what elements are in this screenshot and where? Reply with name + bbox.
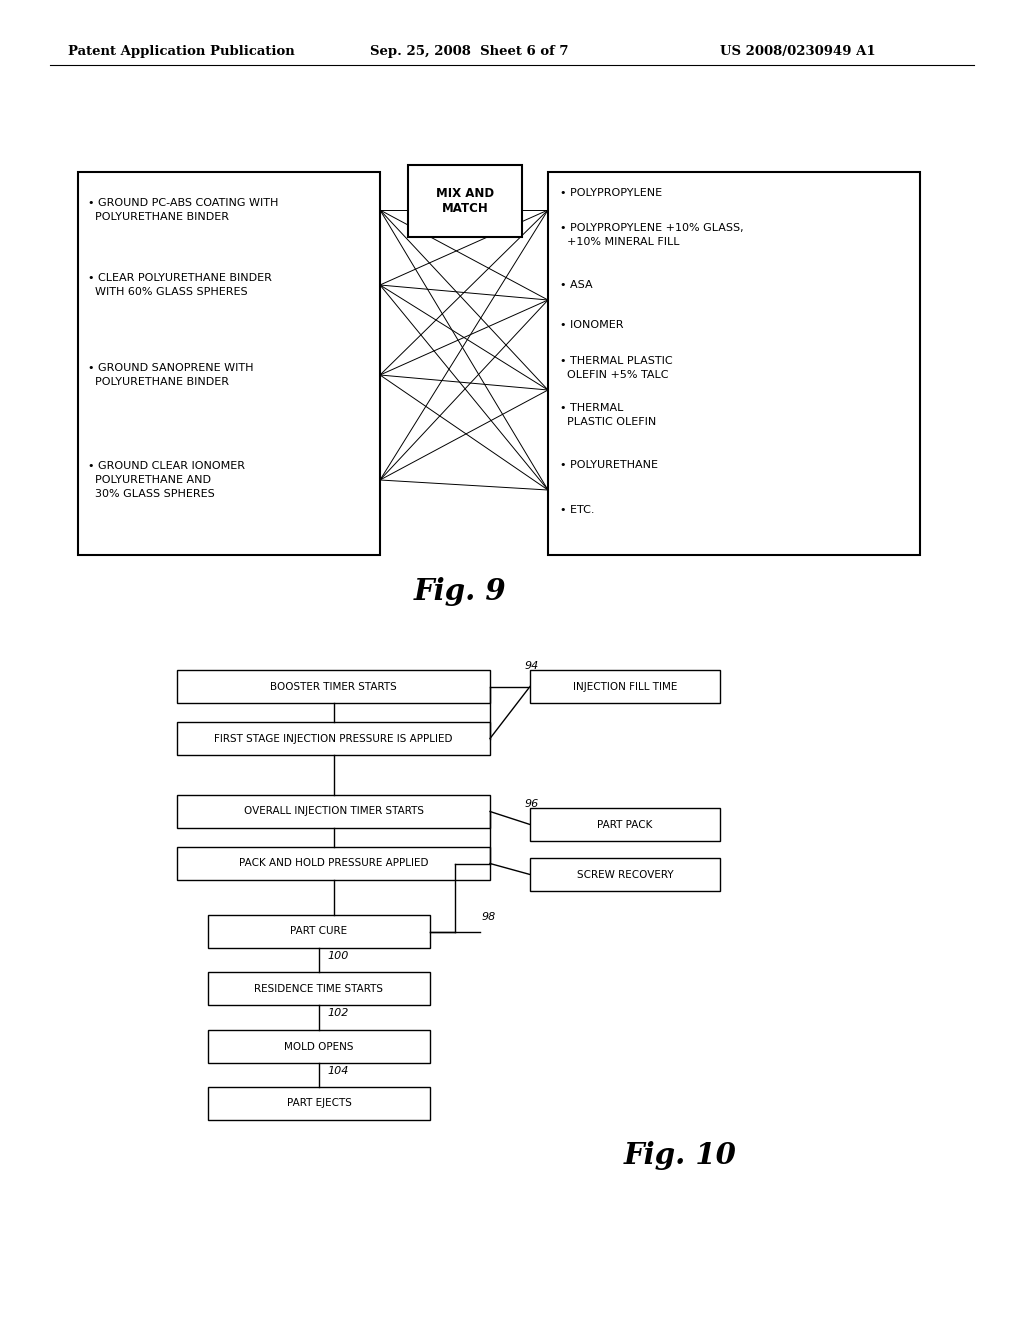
Text: US 2008/0230949 A1: US 2008/0230949 A1: [720, 45, 876, 58]
Text: 94: 94: [525, 661, 540, 671]
Text: • POLYPROPYLENE +10% GLASS,
  +10% MINERAL FILL: • POLYPROPYLENE +10% GLASS, +10% MINERAL…: [560, 223, 743, 247]
Text: • ASA: • ASA: [560, 280, 593, 290]
Text: • GROUND PC-ABS COATING WITH
  POLYURETHANE BINDER: • GROUND PC-ABS COATING WITH POLYURETHAN…: [88, 198, 279, 222]
Bar: [530, 858, 720, 891]
Text: MIX AND
MATCH: MIX AND MATCH: [436, 187, 494, 215]
Bar: [78, 172, 380, 554]
Text: • CLEAR POLYURETHANE BINDER
  WITH 60% GLASS SPHERES: • CLEAR POLYURETHANE BINDER WITH 60% GLA…: [88, 273, 272, 297]
Text: PACK AND HOLD PRESSURE APPLIED: PACK AND HOLD PRESSURE APPLIED: [239, 858, 428, 869]
Text: PART CURE: PART CURE: [291, 927, 347, 936]
Text: • ETC.: • ETC.: [560, 506, 595, 515]
Bar: [208, 1086, 430, 1119]
Text: PART EJECTS: PART EJECTS: [287, 1098, 351, 1109]
Bar: [177, 671, 490, 704]
Text: Patent Application Publication: Patent Application Publication: [68, 45, 295, 58]
Text: Fig. 9: Fig. 9: [414, 578, 506, 606]
Text: 104: 104: [327, 1067, 348, 1076]
Text: • GROUND CLEAR IONOMER
  POLYURETHANE AND
  30% GLASS SPHERES: • GROUND CLEAR IONOMER POLYURETHANE AND …: [88, 461, 245, 499]
Text: Fig. 10: Fig. 10: [624, 1140, 736, 1170]
Text: • POLYPROPYLENE: • POLYPROPYLENE: [560, 187, 663, 198]
Bar: [208, 1030, 430, 1063]
Text: • POLYURETHANE: • POLYURETHANE: [560, 459, 658, 470]
Bar: [177, 722, 490, 755]
Text: INJECTION FILL TIME: INJECTION FILL TIME: [572, 681, 677, 692]
Bar: [530, 808, 720, 841]
Bar: [530, 671, 720, 704]
Text: • THERMAL
  PLASTIC OLEFIN: • THERMAL PLASTIC OLEFIN: [560, 403, 656, 426]
Text: PART PACK: PART PACK: [597, 820, 652, 829]
Bar: [208, 915, 430, 948]
Text: SCREW RECOVERY: SCREW RECOVERY: [577, 870, 674, 879]
Bar: [408, 165, 522, 238]
Text: 100: 100: [327, 950, 348, 961]
Text: • GROUND SANOPRENE WITH
  POLYURETHANE BINDER: • GROUND SANOPRENE WITH POLYURETHANE BIN…: [88, 363, 254, 387]
Text: 98: 98: [482, 912, 497, 921]
Text: 96: 96: [525, 799, 540, 809]
Text: RESIDENCE TIME STARTS: RESIDENCE TIME STARTS: [255, 983, 384, 994]
Text: Sep. 25, 2008  Sheet 6 of 7: Sep. 25, 2008 Sheet 6 of 7: [370, 45, 568, 58]
Text: BOOSTER TIMER STARTS: BOOSTER TIMER STARTS: [270, 681, 397, 692]
Text: 102: 102: [327, 1008, 348, 1019]
Text: MOLD OPENS: MOLD OPENS: [285, 1041, 353, 1052]
Text: FIRST STAGE INJECTION PRESSURE IS APPLIED: FIRST STAGE INJECTION PRESSURE IS APPLIE…: [214, 734, 453, 743]
Text: • THERMAL PLASTIC
  OLEFIN +5% TALC: • THERMAL PLASTIC OLEFIN +5% TALC: [560, 356, 673, 380]
Bar: [177, 847, 490, 880]
Bar: [208, 972, 430, 1005]
Text: • IONOMER: • IONOMER: [560, 319, 624, 330]
Text: OVERALL INJECTION TIMER STARTS: OVERALL INJECTION TIMER STARTS: [244, 807, 424, 817]
Bar: [548, 172, 920, 554]
Bar: [177, 795, 490, 828]
